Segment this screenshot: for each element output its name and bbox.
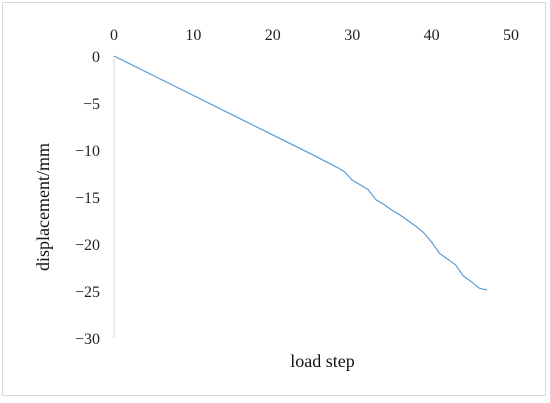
x-tick-label: 20 [265,27,281,44]
line-chart: 0 10 20 30 40 50 0 −5 −10 −15 −20 −25 −30 load step… [33,27,519,371]
x-tick-label: 0 [110,27,118,44]
y-axis-title: displacement/mm [33,143,53,271]
series-line [113,55,488,291]
y-tick-label: −20 [75,237,100,254]
y-tick-label: −10 [75,143,100,160]
x-tick-label: 40 [424,27,440,44]
chart-frame: 0 10 20 30 40 50 0 −5 −10 −15 −20 −25 −30 load step… [2,2,546,396]
x-tick-labels: 0 10 20 30 40 50 [110,27,519,44]
x-tick-label: 30 [344,27,360,44]
y-tick-label: 0 [92,49,100,66]
x-axis-title: load step [290,351,355,371]
series-group [113,55,488,291]
y-tick-label: −30 [75,331,100,348]
x-tick-label: 50 [503,27,519,44]
x-tick-label: 10 [185,27,201,44]
y-tick-label: −25 [75,284,100,301]
y-tick-labels: 0 −5 −10 −15 −20 −25 −30 [75,49,100,348]
y-tick-label: −5 [83,96,100,113]
y-tick-label: −15 [75,190,100,207]
